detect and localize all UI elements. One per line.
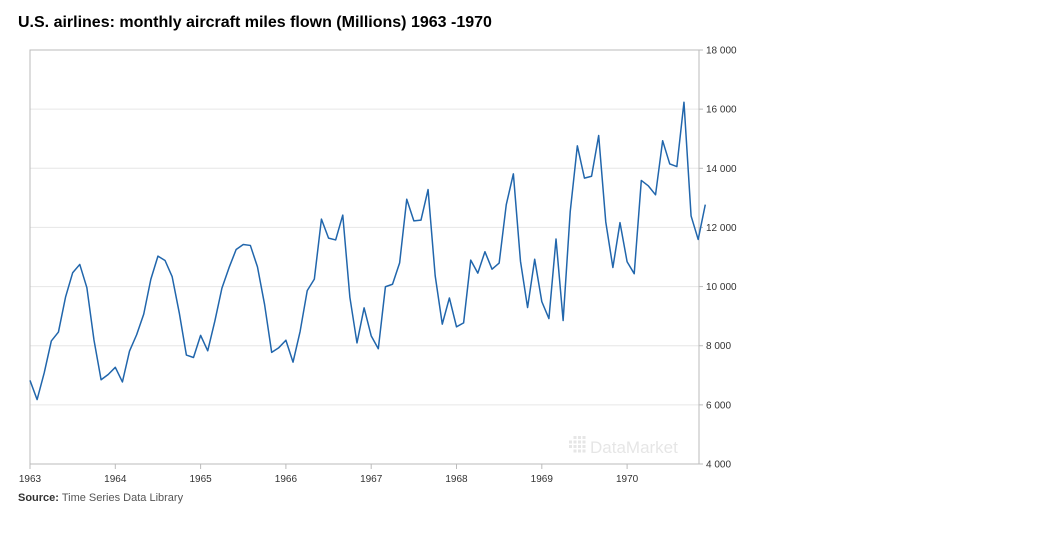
x-tick-label: 1964 [104,474,127,485]
x-tick-label: 1969 [531,474,554,485]
y-tick-label: 14 000 [706,164,737,175]
watermark-dot [582,436,586,439]
watermark-dot [573,440,577,444]
watermark-dot [569,445,572,448]
source-label: Source: [18,492,59,504]
grid-lines [30,108,699,406]
x-tick-label: 1970 [616,474,639,485]
series-line [29,101,707,401]
watermark-dot [582,445,586,448]
watermark-dot [578,440,581,444]
x-axis-labels: 1963 1964 1965 1966 1967 1968 1969 1970 [19,464,639,485]
x-tick-label: 1966 [275,474,298,485]
watermark-dot [582,449,586,453]
source-note: Source: Time Series Data Library [18,492,183,504]
datamarket-logo-icon [569,436,586,453]
y-tick-label: 4 000 [706,460,731,471]
y-axis-labels: 4 000 6 000 8 000 10 000 12 000 14 000 16 000 1… [699,46,737,471]
watermark-dot [573,445,577,448]
watermark-dot [569,440,572,444]
y-tick-label: 10 000 [706,282,737,293]
y-tick-label: 16 000 [706,105,737,116]
chart-title: U.S. airlines: monthly aircraft miles fl… [18,14,492,31]
y-tick-label: 6 000 [706,400,731,411]
watermark-dot [578,449,581,453]
x-tick-label: 1967 [360,474,383,485]
plot-frame [29,49,700,465]
y-tick-label: 18 000 [706,46,737,57]
watermark-dot [578,436,581,439]
x-tick-label: 1963 [19,474,42,485]
watermark-dot [573,436,577,439]
watermark-dot [573,449,577,453]
watermark-dot [578,445,581,448]
y-tick-label: 8 000 [706,341,731,352]
y-tick-label: 12 000 [706,223,737,234]
x-tick-label: 1968 [445,474,468,485]
datamarket-watermark: DataMarket [569,436,678,457]
x-tick-label: 1965 [189,474,212,485]
source-text: Time Series Data Library [61,492,184,504]
watermark-dot [582,440,586,444]
datamarket-watermark-text: DataMarket [590,438,678,457]
